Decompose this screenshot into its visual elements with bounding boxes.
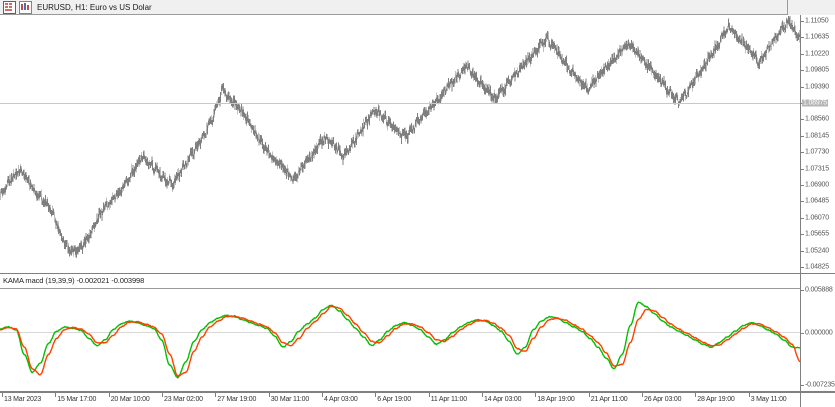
time-axis[interactable]: 13 Mar 2023 15 Mar 17:00 20 Mar 10:00 23 Ma… <box>0 392 800 407</box>
time-axis-label: 21 Apr 11:00 <box>590 396 628 403</box>
time-axis-label: 30 Mar 11:00 <box>270 396 310 403</box>
price-axis-label: 1.11050 <box>805 17 829 25</box>
price-axis-label: 1.07730 <box>805 148 829 156</box>
time-axis-label: 15 Mar 17:00 <box>57 396 97 403</box>
window-title-bar: EURUSD, H1: Euro vs US Dolar <box>0 0 835 15</box>
price-axis-label: 1.04825 <box>805 263 829 271</box>
current-price-line <box>0 103 800 104</box>
price-axis-label: 1.09390 <box>805 83 829 91</box>
time-axis-label: 26 Apr 03:00 <box>644 396 682 403</box>
price-axis-label: 1.05240 <box>805 247 829 255</box>
indicator-plot-area[interactable]: KAMA macd (19,39,9) -0.002021 -0.003998 <box>0 274 800 391</box>
time-axis-label: 28 Apr 19:00 <box>697 396 735 403</box>
indicator-scale[interactable]: 0.005888 0.000000 -0.007235 <box>800 274 835 391</box>
price-line-chart <box>0 15 800 259</box>
price-axis-label: 1.06485 <box>805 197 829 205</box>
time-axis-label: 6 Apr 19:00 <box>377 396 411 403</box>
time-axis-label: 20 Mar 10:00 <box>110 396 150 403</box>
indicator-label: KAMA macd (19,39,9) -0.002021 -0.003998 <box>3 276 145 285</box>
indicator-axis-label: 0.005888 <box>805 286 833 294</box>
price-axis-label: 1.05655 <box>805 230 829 238</box>
price-axis-label: 1.06900 <box>805 181 829 189</box>
grid-icon <box>3 0 16 14</box>
window-title: EURUSD, H1: Euro vs US Dolar <box>37 2 152 12</box>
time-axis-label: 11 Apr 11:00 <box>430 396 467 403</box>
time-axis-corner <box>800 392 835 407</box>
price-axis-label: 1.06070 <box>805 214 829 222</box>
price-plot-area[interactable] <box>0 15 800 273</box>
price-axis-label: 1.10220 <box>805 50 829 58</box>
time-axis-label: 13 Mar 2023 <box>4 396 42 403</box>
time-axis-label: 14 Apr 03:00 <box>484 396 522 403</box>
chart-body: 1.11050 1.10635 1.10220 1.09805 1.09390 1.089… <box>0 15 835 407</box>
current-price-label: 1.08975 <box>802 99 828 107</box>
time-axis-label: 27 Mar 19:00 <box>217 396 257 403</box>
chart-icon <box>19 0 32 14</box>
time-axis-label: 18 Apr 19:00 <box>537 396 575 403</box>
time-axis-label: 23 Mar 02:00 <box>164 396 203 403</box>
indicator-axis-label: -0.007235 <box>805 381 835 389</box>
time-axis-label: 4 Apr 03:00 <box>324 396 358 403</box>
indicator-axis-label: 0.000000 <box>805 329 833 337</box>
time-axis-label: 3 May 11:00 <box>750 396 787 403</box>
price-axis-label: 1.08145 <box>805 132 829 140</box>
kama-macd-chart <box>0 301 800 379</box>
price-axis-label: 1.07315 <box>805 165 829 173</box>
price-axis-label: 1.10635 <box>805 33 829 41</box>
indicator-pane[interactable]: KAMA macd (19,39,9) -0.002021 -0.003998 … <box>0 274 835 392</box>
indicator-label-divider <box>0 288 800 289</box>
price-scale[interactable]: 1.11050 1.10635 1.10220 1.09805 1.09390 1.089… <box>800 15 835 273</box>
title-bar-right-spacer <box>787 0 835 15</box>
price-axis-label: 1.08560 <box>805 115 829 123</box>
price-axis-label: 1.09805 <box>805 66 829 74</box>
time-axis-pane: 13 Mar 2023 15 Mar 17:00 20 Mar 10:00 23 Ma… <box>0 392 835 407</box>
price-pane[interactable]: 1.11050 1.10635 1.10220 1.09805 1.09390 1.089… <box>0 15 835 274</box>
